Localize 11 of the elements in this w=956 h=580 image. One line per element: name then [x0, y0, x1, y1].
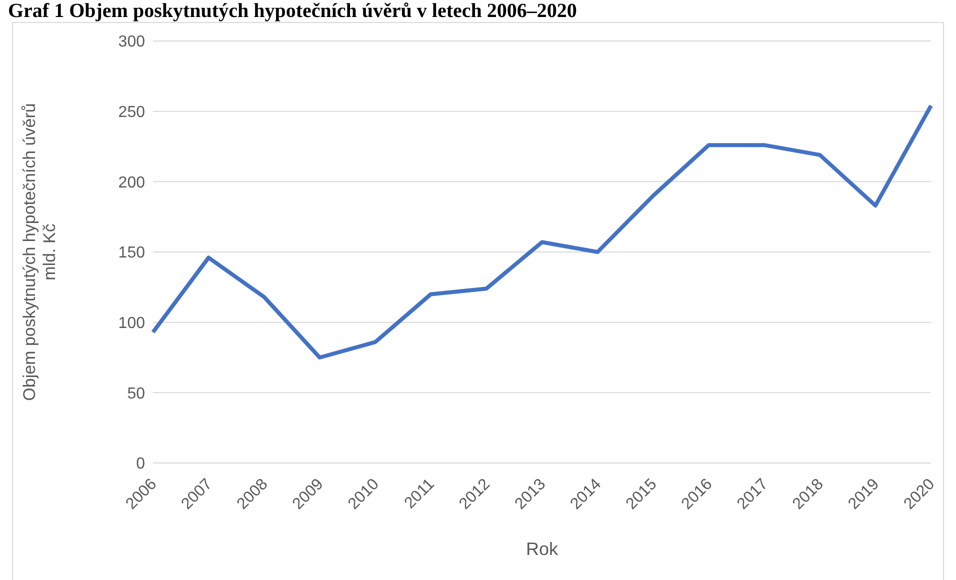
y-tick-label: 100 — [118, 315, 146, 332]
line-series — [151, 104, 933, 360]
x-axis-title: Rok — [526, 539, 559, 559]
y-tick-label: 150 — [118, 244, 146, 262]
y-tick-label: 250 — [118, 104, 146, 122]
y-tick-label: 200 — [118, 174, 146, 192]
y-tick-label: 0 — [136, 456, 146, 473]
y-tick-label: 50 — [127, 385, 146, 402]
y-axis-title: Objem poskytnutých hypotečních úvěrů mld. Kč — [20, 103, 59, 401]
chart-title: Graf 1 Objem poskytnutých hypotečních úvěrů v letech 2006–2020 — [8, 0, 578, 22]
y-tick-label: 300 — [118, 34, 146, 51]
